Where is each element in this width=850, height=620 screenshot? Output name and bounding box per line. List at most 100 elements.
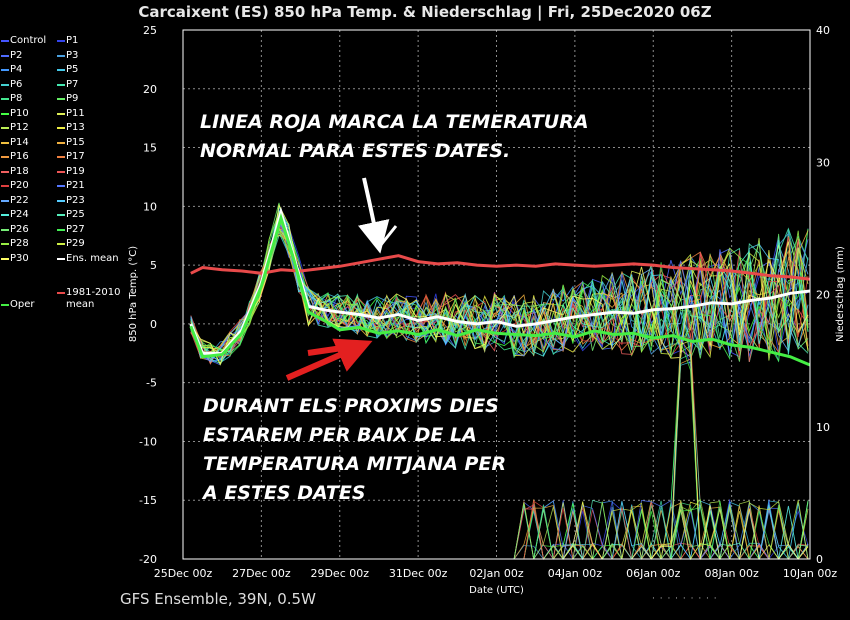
annotation-top: LINEA ROJA MARCA LA TEMERATURA NORMAL PA… bbox=[200, 108, 589, 166]
legend-swatch bbox=[1, 141, 9, 144]
legend-label: P26 bbox=[10, 223, 29, 235]
legend-label: P8 bbox=[10, 93, 23, 104]
legend-swatch bbox=[1, 214, 9, 216]
legend-swatch bbox=[57, 98, 65, 100]
y-tick-label: 20 bbox=[143, 83, 157, 96]
x-tick-label: 08Jan 00z bbox=[705, 567, 759, 580]
legend-label: P28 bbox=[10, 238, 29, 249]
annotation-top-line-1: LINEA ROJA MARCA LA TEMERATURA bbox=[200, 111, 589, 133]
annotation-bottom-line-3: TEMPERATURA MITJANA PER bbox=[203, 453, 507, 475]
legend-label: P6 bbox=[10, 78, 23, 90]
y-axis-label: 850 hPa Temp. (°C) bbox=[128, 246, 139, 342]
legend-label: P29 bbox=[66, 238, 85, 249]
legend-label: P9 bbox=[66, 93, 79, 104]
footer-model-label: GFS Ensemble, 39N, 0.5W bbox=[120, 590, 316, 608]
legend-label: P4 bbox=[10, 64, 23, 75]
x-axis-label: Date (UTC) bbox=[469, 585, 524, 596]
legend-swatch bbox=[57, 243, 65, 245]
y-tick-label: 25 bbox=[143, 24, 157, 37]
legend-swatch bbox=[57, 54, 65, 57]
legend-swatch bbox=[57, 141, 65, 144]
annotation-bottom: DURANT ELS PROXIMS DIES ESTAREM PER BAIX… bbox=[203, 392, 506, 508]
legend-swatch bbox=[1, 54, 9, 57]
legend-label: P1 bbox=[66, 35, 79, 46]
main-series bbox=[189, 206, 811, 367]
legend-label: P21 bbox=[66, 180, 85, 191]
white-arrow-head bbox=[366, 225, 398, 249]
y-tick-label: -10 bbox=[139, 435, 157, 448]
y2-tick-label: 10 bbox=[816, 421, 830, 434]
legend-swatch bbox=[1, 304, 9, 306]
red-arrow-2 bbox=[285, 338, 373, 381]
x-tick-label: 06Jan 00z bbox=[626, 567, 680, 580]
y2-tick-label: 30 bbox=[816, 156, 830, 169]
legend-swatch bbox=[57, 257, 65, 260]
legend-swatch bbox=[57, 69, 65, 71]
y-tick-label: 5 bbox=[150, 259, 157, 272]
legend-label: Control bbox=[10, 35, 47, 46]
legend-swatch bbox=[57, 185, 65, 187]
x-tick-label: 31Dec 00z bbox=[389, 567, 448, 580]
legend-swatch bbox=[1, 243, 9, 245]
legend-swatch bbox=[1, 185, 9, 187]
legend-swatch bbox=[57, 40, 65, 42]
legend-swatch bbox=[57, 112, 65, 115]
legend-label: P19 bbox=[66, 165, 85, 177]
plot-frame bbox=[182, 29, 811, 560]
x-tick-label: 29Dec 00z bbox=[310, 567, 369, 580]
x-tick-label: 10Jan 00z bbox=[783, 567, 837, 580]
axes: 25 20 15 10 5 0 -5 -10 -15 -20 40 30 20 10 0 25Dec 00z 2… bbox=[128, 24, 846, 596]
legend-swatch bbox=[1, 98, 9, 100]
legend-label: P10 bbox=[10, 107, 29, 119]
legend-swatch bbox=[1, 40, 9, 42]
legend-label: P30 bbox=[10, 252, 29, 264]
legend-swatch bbox=[1, 199, 9, 202]
legend-label: P5 bbox=[66, 64, 79, 75]
legend-label: P15 bbox=[66, 136, 85, 148]
legend-swatch bbox=[1, 156, 9, 158]
series-line-1981-2010-mean bbox=[190, 254, 811, 281]
legend-label: P22 bbox=[10, 194, 29, 206]
legend-label: P27 bbox=[66, 223, 85, 235]
legend-swatch bbox=[1, 127, 9, 129]
legend-swatch bbox=[1, 83, 9, 86]
legend-label: P11 bbox=[66, 107, 85, 119]
legend-swatch bbox=[57, 156, 65, 158]
annotation-bottom-line-1: DURANT ELS PROXIMS DIES bbox=[203, 395, 499, 417]
legend-label: P17 bbox=[66, 151, 85, 162]
annotation-bottom-line-4: A ESTES DATES bbox=[203, 482, 366, 504]
legend-label: P20 bbox=[10, 180, 29, 191]
legend-swatch bbox=[1, 228, 9, 231]
legend-swatch bbox=[57, 199, 65, 202]
legend-label: P2 bbox=[10, 49, 23, 61]
legend-label: P14 bbox=[10, 136, 29, 148]
legend-label: Oper bbox=[10, 299, 35, 310]
legend-swatch bbox=[1, 69, 9, 71]
y2-tick-label: 0 bbox=[816, 553, 823, 566]
y2-tick-label: 20 bbox=[816, 289, 830, 302]
legend-swatch bbox=[57, 127, 65, 129]
legend-label: P3 bbox=[66, 49, 79, 61]
member-line-p30 bbox=[190, 203, 809, 366]
legend-label: Ens. mean bbox=[66, 252, 119, 264]
legend-label: P25 bbox=[66, 209, 85, 220]
white-arrow-annotation bbox=[358, 177, 390, 254]
legend-label: P24 bbox=[10, 209, 29, 220]
y-tick-label: 15 bbox=[143, 142, 157, 155]
legend-label: P23 bbox=[66, 194, 85, 206]
y-tick-label: 10 bbox=[143, 200, 157, 213]
legend-label: P7 bbox=[66, 78, 79, 90]
y-tick-label: -5 bbox=[146, 377, 157, 390]
legend-label: P16 bbox=[10, 151, 29, 162]
legend-swatch bbox=[57, 83, 65, 86]
chart-title: Carcaixent (ES) 850 hPa Temp. & Niedersc… bbox=[138, 3, 712, 21]
legend-label: P13 bbox=[66, 122, 85, 133]
y-tick-label: 0 bbox=[150, 318, 157, 331]
annotation-bottom-line-2: ESTAREM PER BAIX DE LA bbox=[203, 424, 477, 446]
legend-swatch bbox=[1, 112, 9, 115]
legend-swatch bbox=[1, 257, 9, 260]
x-tick-label: 04Jan 00z bbox=[548, 567, 602, 580]
legend-label: 1981-2010 mean bbox=[66, 287, 121, 310]
legend-swatch bbox=[57, 228, 65, 231]
